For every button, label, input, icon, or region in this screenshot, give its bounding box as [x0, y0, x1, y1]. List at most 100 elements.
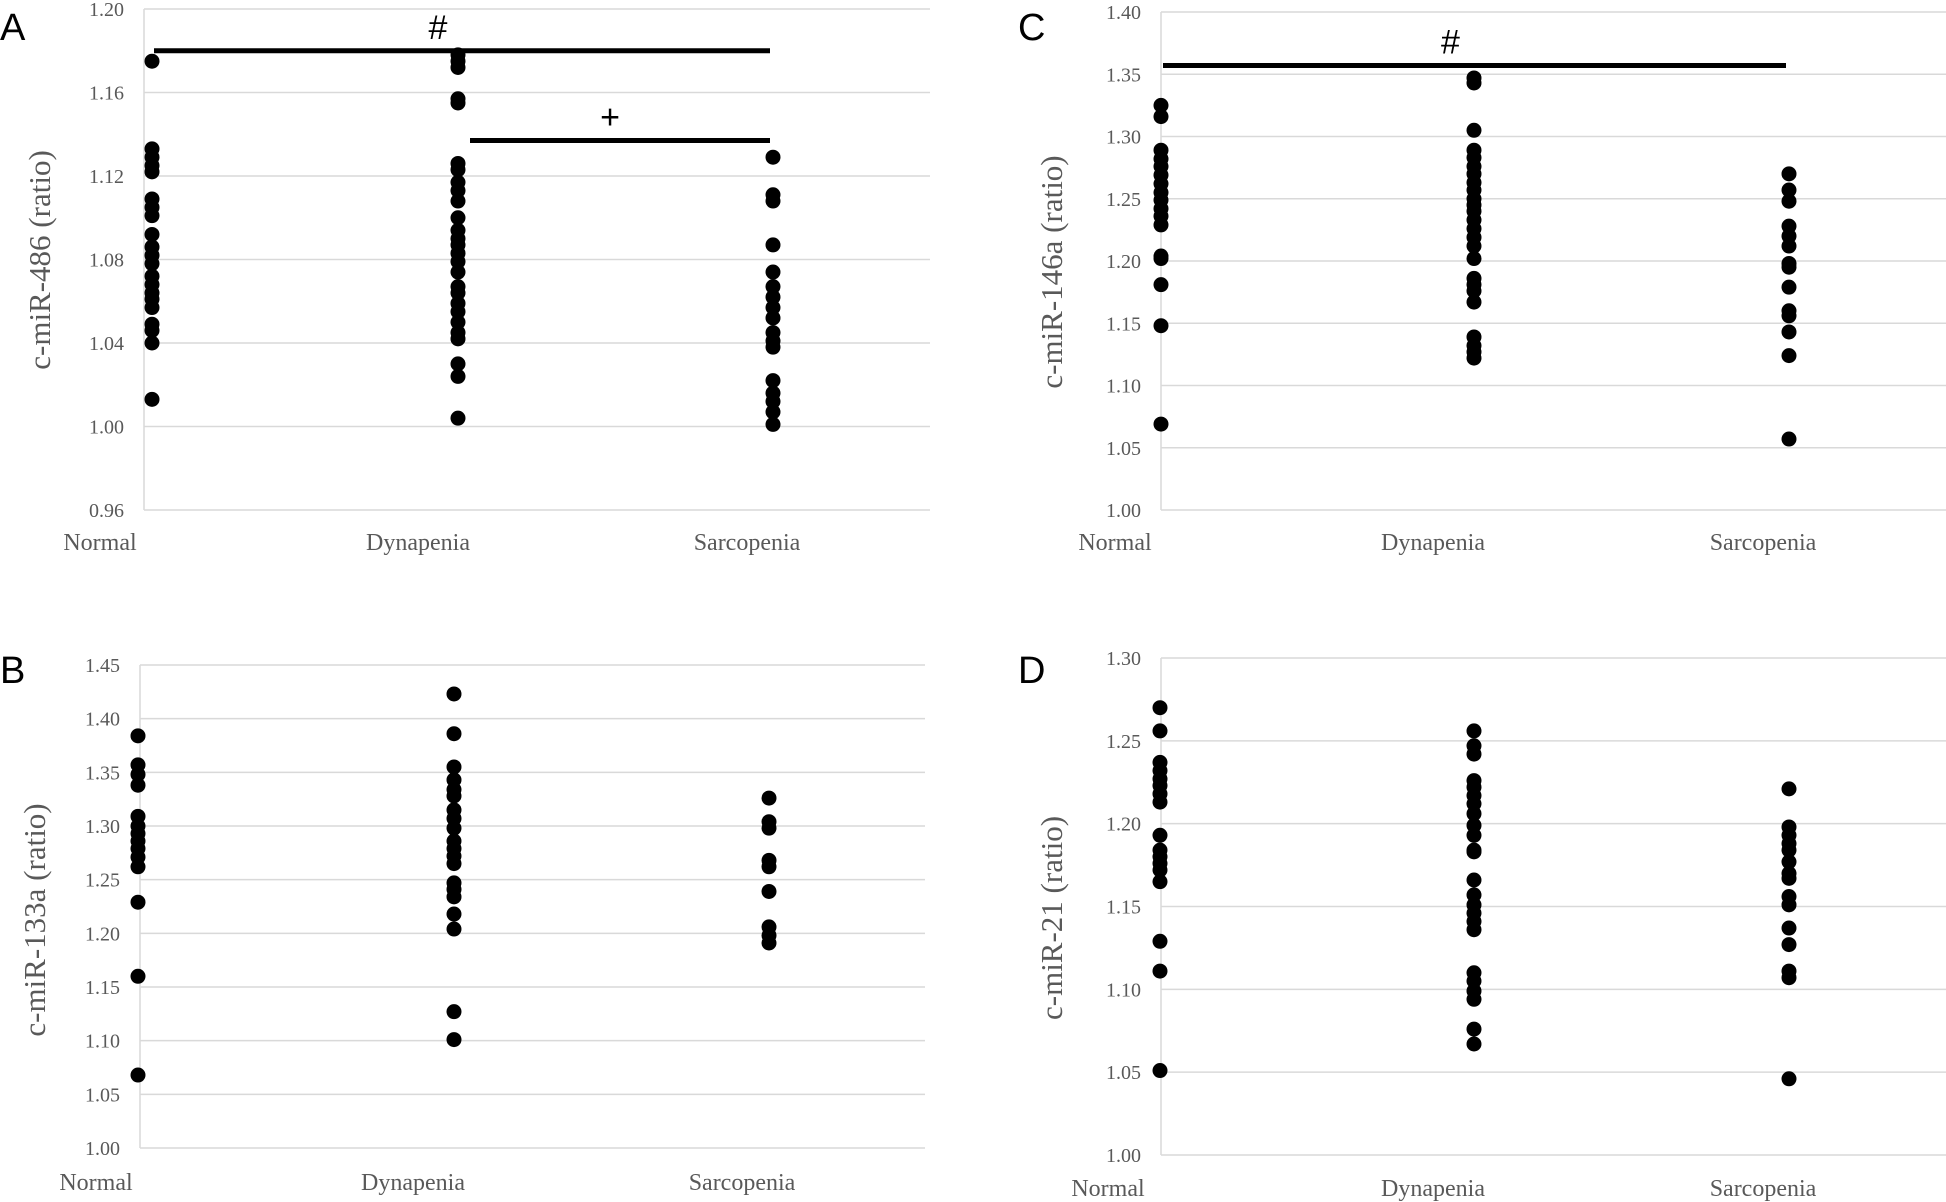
data-point-dynapenia	[450, 183, 466, 199]
data-point-sarcopenia	[1781, 870, 1797, 886]
y-tick-label: 1.00	[1106, 1145, 1141, 1167]
data-point-dynapenia	[1466, 283, 1482, 299]
data-point-dynapenia	[450, 59, 466, 75]
data-point-normal	[144, 322, 160, 338]
x-category-label: Dynapenia	[1381, 530, 1485, 556]
data-point-sarcopenia	[761, 859, 777, 875]
data-point-normal	[1152, 1063, 1168, 1079]
x-category-label: Sarcopenia	[1710, 530, 1817, 556]
data-point-dynapenia	[446, 759, 462, 775]
y-tick-label: 0.96	[89, 500, 124, 522]
data-point-dynapenia	[446, 856, 462, 872]
data-point-sarcopenia	[765, 404, 781, 420]
x-category-label: Sarcopenia	[694, 530, 801, 556]
x-category-label: Dynapenia	[366, 530, 470, 556]
data-point-dynapenia	[450, 210, 466, 226]
data-point-dynapenia	[1466, 922, 1482, 938]
data-point-sarcopenia	[765, 264, 781, 280]
panel-a: A c-miR-486 (ratio) 0.96 1.00 1.04 1.08 1.12…	[0, 0, 930, 556]
y-tick-label: 1.10	[1106, 979, 1141, 1001]
data-point-sarcopenia	[1781, 920, 1797, 936]
data-point-dynapenia	[1466, 723, 1482, 739]
data-point-dynapenia	[1466, 1021, 1482, 1037]
y-tick-label: 1.35	[85, 762, 120, 784]
data-point-dynapenia	[450, 304, 466, 320]
y-tick-label: 1.05	[85, 1084, 120, 1106]
data-point-dynapenia	[1466, 75, 1482, 91]
data-point-sarcopenia	[1781, 348, 1797, 364]
y-tick-label: 1.04	[89, 333, 124, 355]
data-point-dynapenia	[1466, 294, 1482, 310]
y-tick-label: 1.00	[85, 1138, 120, 1160]
data-point-sarcopenia	[765, 416, 781, 432]
y-tick-label: 1.10	[1106, 376, 1141, 398]
panel-b-ylabel: c-miR-133a (ratio)	[17, 803, 52, 1036]
data-point-dynapenia	[446, 1004, 462, 1020]
significance-marker: #	[429, 9, 448, 47]
significance-marker: #	[1441, 24, 1460, 62]
data-point-dynapenia	[446, 1032, 462, 1048]
data-point-sarcopenia	[1781, 431, 1797, 447]
data-point-sarcopenia	[761, 820, 777, 836]
data-point-dynapenia	[450, 356, 466, 372]
data-point-normal	[1153, 416, 1169, 432]
y-tick-label: 1.10	[85, 1031, 120, 1053]
data-point-sarcopenia	[765, 149, 781, 165]
data-point-normal	[144, 256, 160, 272]
data-point-normal	[1153, 217, 1169, 233]
panel-c-label: C	[1018, 7, 1045, 49]
panel-d-ylabel: c-miR-21 (ratio)	[1034, 816, 1069, 1020]
data-point-normal	[130, 1067, 146, 1083]
y-tick-label: 1.45	[85, 655, 120, 677]
y-tick-label: 1.35	[1106, 64, 1141, 86]
data-point-sarcopenia	[765, 279, 781, 295]
panel-d-label: D	[1018, 650, 1045, 692]
data-point-dynapenia	[1466, 350, 1482, 366]
data-point-normal	[144, 335, 160, 351]
data-point-normal	[1153, 277, 1169, 293]
data-point-normal	[1152, 794, 1168, 810]
data-point-sarcopenia	[761, 790, 777, 806]
data-point-dynapenia	[450, 193, 466, 209]
data-point-dynapenia	[446, 686, 462, 702]
data-point-normal	[1153, 97, 1169, 113]
data-point-sarcopenia	[1781, 897, 1797, 913]
data-point-dynapenia	[1466, 251, 1482, 267]
data-point-sarcopenia	[765, 393, 781, 409]
data-point-sarcopenia	[1781, 842, 1797, 858]
x-category-label: Dynapenia	[1381, 1176, 1485, 1202]
x-category-label: Dynapenia	[361, 1170, 465, 1196]
data-point-sarcopenia	[765, 193, 781, 209]
data-point-sarcopenia	[1781, 970, 1797, 986]
data-point-sarcopenia	[1781, 781, 1797, 797]
data-point-dynapenia	[1466, 844, 1482, 860]
panel-b: B c-miR-133a (ratio) 1.00 1.05 1.10 1.15 1.2…	[0, 650, 925, 1196]
data-point-dynapenia	[446, 820, 462, 836]
data-point-sarcopenia	[765, 300, 781, 316]
data-point-sarcopenia	[1781, 279, 1797, 295]
y-tick-label: 1.05	[1106, 438, 1141, 460]
y-tick-label: 1.08	[89, 250, 124, 272]
panel-d: D c-miR-21 (ratio) 1.00 1.05 1.10 1.15 1.20 1…	[1018, 648, 1946, 1202]
data-point-normal	[1153, 109, 1169, 125]
data-point-sarcopenia	[1781, 324, 1797, 340]
data-point-sarcopenia	[1781, 937, 1797, 953]
data-point-sarcopenia	[1781, 182, 1797, 198]
y-tick-label: 1.40	[1106, 2, 1141, 24]
data-point-dynapenia	[1466, 122, 1482, 138]
y-tick-label: 1.25	[1106, 731, 1141, 753]
data-point-dynapenia	[450, 314, 466, 330]
y-tick-label: 1.00	[89, 417, 124, 439]
data-point-normal	[1152, 862, 1168, 878]
data-point-normal	[144, 226, 160, 242]
data-point-dynapenia	[450, 162, 466, 178]
y-tick-label: 1.30	[1106, 127, 1141, 149]
data-point-dynapenia	[450, 368, 466, 384]
data-point-normal	[130, 859, 146, 875]
data-point-sarcopenia	[765, 310, 781, 326]
data-point-normal	[1152, 723, 1168, 739]
x-category-label: Normal	[1078, 530, 1152, 556]
data-point-dynapenia	[1466, 806, 1482, 822]
data-point-normal	[144, 391, 160, 407]
